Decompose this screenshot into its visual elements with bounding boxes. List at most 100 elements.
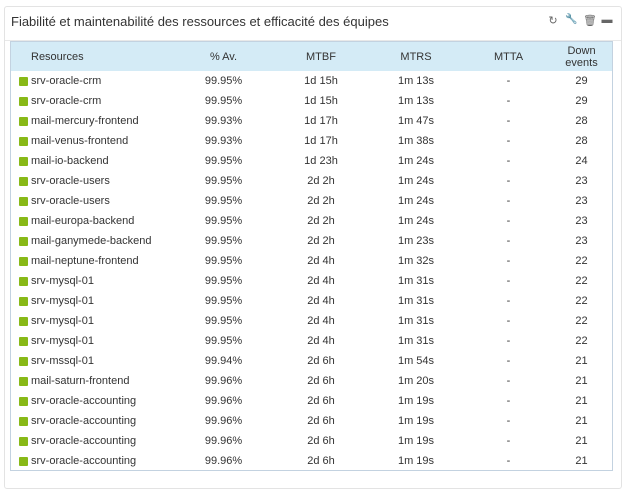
status-ok-icon: [18, 136, 28, 146]
resource-name: srv-oracle-crm: [31, 75, 102, 87]
mtbf: 1d 17h: [304, 135, 338, 147]
table-row[interactable]: srv-mssql-01 99.94% 2d 6h 1m 54s - 21: [11, 351, 612, 371]
mtbf: 2d 6h: [307, 375, 335, 387]
status-ok-icon: [18, 316, 28, 326]
resource-name: srv-oracle-accounting: [31, 415, 137, 427]
table-row[interactable]: mail-venus-frontend 99.93% 1d 17h 1m 38s - 28: [11, 131, 612, 151]
table-row[interactable]: srv-mysql-01 99.95% 2d 4h 1m 31s - 22: [11, 271, 612, 291]
availability: 99.95%: [204, 255, 243, 267]
mtrs: 1m 31s: [397, 315, 435, 327]
down-events: 29: [575, 75, 588, 87]
mtrs: 1m 23s: [397, 235, 435, 247]
resource-name: mail-ganymede-backend: [31, 235, 152, 247]
mtta: -: [506, 335, 511, 347]
col-down-events[interactable]: Down events: [565, 44, 598, 69]
col-availability[interactable]: % Av.: [209, 50, 238, 63]
availability: 99.96%: [204, 395, 243, 407]
col-mtrs[interactable]: MTRS: [400, 50, 432, 63]
mtta: -: [506, 315, 511, 327]
resource-name: srv-mssql-01: [31, 355, 94, 367]
mtrs: 1m 24s: [397, 175, 435, 187]
availability: 99.96%: [204, 415, 243, 427]
table-row[interactable]: srv-oracle-accounting 99.96% 2d 6h 1m 19s - 2…: [11, 431, 612, 451]
widget-title: Fiabilité et maintenabilité des ressourc…: [11, 14, 389, 29]
mtta: -: [506, 235, 511, 247]
mtrs: 1m 20s: [397, 375, 435, 387]
availability: 99.95%: [204, 215, 243, 227]
resource-name: mail-venus-frontend: [31, 135, 129, 147]
down-events: 23: [575, 235, 588, 247]
resource-name: srv-oracle-accounting: [31, 455, 137, 467]
mtbf: 2d 4h: [307, 295, 335, 307]
availability: 99.95%: [204, 95, 243, 107]
table-row[interactable]: srv-mysql-01 99.95% 2d 4h 1m 31s - 22: [11, 291, 612, 311]
table-row[interactable]: mail-neptune-frontend 99.95% 2d 4h 1m 32s - 2…: [11, 251, 612, 271]
mtbf: 2d 6h: [307, 435, 335, 447]
divider: [5, 40, 621, 41]
mtta: -: [506, 155, 511, 167]
availability: 99.94%: [204, 355, 243, 367]
col-resources[interactable]: Resources: [31, 50, 84, 63]
table-row[interactable]: srv-oracle-crm 99.95% 1d 15h 1m 13s - 29: [11, 71, 612, 91]
table-row[interactable]: mail-saturn-frontend 99.96% 2d 6h 1m 20s - 21: [11, 371, 612, 391]
availability: 99.95%: [204, 315, 243, 327]
mtta: -: [506, 75, 511, 87]
table-row[interactable]: mail-io-backend 99.95% 1d 23h 1m 24s - 24: [11, 151, 612, 171]
mtbf: 1d 15h: [304, 95, 338, 107]
mtrs: 1m 54s: [397, 355, 435, 367]
status-ok-icon: [18, 276, 28, 286]
mtta: -: [506, 115, 511, 127]
mtta: -: [506, 455, 511, 467]
resource-name: srv-oracle-accounting: [31, 395, 137, 407]
down-events: 22: [575, 315, 588, 327]
down-events: 21: [575, 375, 588, 387]
down-events: 23: [575, 195, 588, 207]
mtta: -: [506, 375, 511, 387]
status-ok-icon: [18, 296, 28, 306]
resource-name: mail-europa-backend: [31, 215, 135, 227]
col-mtta[interactable]: MTTA: [493, 50, 524, 63]
wrench-icon[interactable]: 🔧: [565, 14, 578, 25]
mtbf: 2d 6h: [307, 415, 335, 427]
mtbf: 1d 23h: [304, 155, 338, 167]
mtrs: 1m 19s: [397, 415, 435, 427]
mtrs: 1m 24s: [397, 195, 435, 207]
table-row[interactable]: mail-mercury-frontend 99.93% 1d 17h 1m 47s -…: [11, 111, 612, 131]
resource-name: mail-io-backend: [31, 155, 109, 167]
mtrs: 1m 24s: [397, 155, 435, 167]
trash-icon[interactable]: 🗑: [583, 15, 597, 27]
mtbf: 2d 4h: [307, 315, 335, 327]
table-row[interactable]: mail-ganymede-backend 99.95% 2d 2h 1m 23s - 2…: [11, 231, 612, 251]
availability: 99.93%: [204, 135, 243, 147]
down-events: 21: [575, 355, 588, 367]
mtbf: 2d 6h: [307, 455, 335, 467]
mtta: -: [506, 355, 511, 367]
table-row[interactable]: srv-oracle-accounting 99.96% 2d 6h 1m 19s - 2…: [11, 391, 612, 411]
widget-toolbar: ↻ 🔧 🗑 ▬: [547, 14, 613, 27]
status-ok-icon: [18, 176, 28, 186]
mtrs: 1m 31s: [397, 295, 435, 307]
resources-table: Resources % Av. MTBF MTRS MTTA Down even…: [11, 42, 612, 471]
status-ok-icon: [18, 96, 28, 106]
down-events: 28: [575, 135, 588, 147]
status-ok-icon: [18, 236, 28, 246]
table-row[interactable]: srv-oracle-accounting 99.96% 2d 6h 1m 19s - 2…: [11, 451, 612, 471]
mtrs: 1m 31s: [397, 335, 435, 347]
refresh-icon[interactable]: ↻: [548, 15, 558, 27]
table-row[interactable]: srv-oracle-users 99.95% 2d 2h 1m 24s - 23: [11, 191, 612, 211]
table-row[interactable]: srv-mysql-01 99.95% 2d 4h 1m 31s - 22: [11, 331, 612, 351]
table-row[interactable]: srv-mysql-01 99.95% 2d 4h 1m 31s - 22: [11, 311, 612, 331]
table-row[interactable]: srv-oracle-users 99.95% 2d 2h 1m 24s - 23: [11, 171, 612, 191]
status-ok-icon: [18, 156, 28, 166]
mtta: -: [506, 95, 511, 107]
mtta: -: [506, 435, 511, 447]
minimize-icon[interactable]: ▬: [601, 14, 613, 26]
table-row[interactable]: srv-oracle-crm 99.95% 1d 15h 1m 13s - 29: [11, 91, 612, 111]
availability: 99.95%: [204, 335, 243, 347]
table-row[interactable]: mail-europa-backend 99.95% 2d 2h 1m 24s - 23: [11, 211, 612, 231]
table-row[interactable]: srv-oracle-accounting 99.96% 2d 6h 1m 19s - 2…: [11, 411, 612, 431]
status-ok-icon: [18, 376, 28, 386]
mtbf: 2d 4h: [307, 275, 335, 287]
col-mtbf[interactable]: MTBF: [306, 50, 336, 63]
availability: 99.96%: [204, 375, 243, 387]
